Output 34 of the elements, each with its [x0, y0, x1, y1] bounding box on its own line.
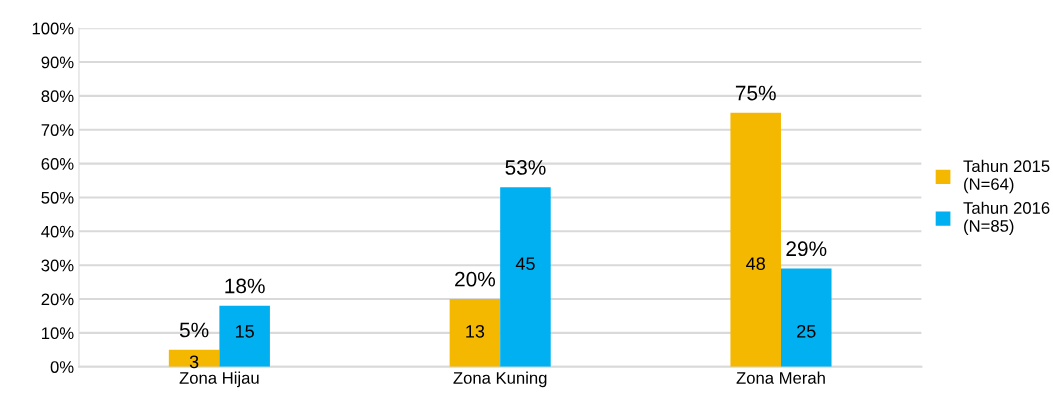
y-tick-label: 80% [41, 90, 74, 103]
bar [449, 299, 501, 367]
y-tick-label: 30% [41, 259, 74, 272]
y-tick-label: 50% [41, 191, 74, 204]
annotation: 13 [466, 324, 485, 338]
data-label: 75% [735, 85, 776, 101]
y-tick-label: 60% [41, 158, 74, 170]
x-tick-label: Zona Kuning [453, 371, 547, 388]
data-label: 18% [225, 278, 265, 294]
y-tick-label: 70% [41, 124, 74, 136]
bar [500, 187, 551, 367]
x-tick-label: Zona Merah [736, 371, 825, 384]
annotation: 3 [189, 355, 199, 369]
x-tick-label: Zona Hijau [179, 371, 259, 388]
data-label: 53% [505, 160, 546, 175]
annotation: 15 [235, 325, 254, 338]
data-label: 20% [455, 271, 496, 287]
y-tick-label: 20% [41, 293, 74, 306]
data-label: 29% [786, 241, 827, 257]
legend-label: Tahun 2015 (N=64) [963, 159, 1050, 194]
y-tick-label: 100% [32, 22, 74, 35]
bar [730, 112, 781, 367]
annotation: 25 [797, 324, 816, 338]
bar [780, 268, 832, 367]
legend-label: Tahun 2016 (N=85) [963, 201, 1050, 236]
data-label: 5% [179, 322, 209, 338]
bar [168, 349, 220, 367]
annotation: 45 [515, 257, 535, 271]
y-tick-label: 10% [42, 327, 74, 340]
y-tick-label: 40% [41, 225, 74, 238]
bar [219, 305, 270, 367]
annotation: 48 [746, 257, 765, 271]
y-tick-label: 90% [41, 56, 74, 69]
y-tick-label: 0% [50, 361, 74, 373]
